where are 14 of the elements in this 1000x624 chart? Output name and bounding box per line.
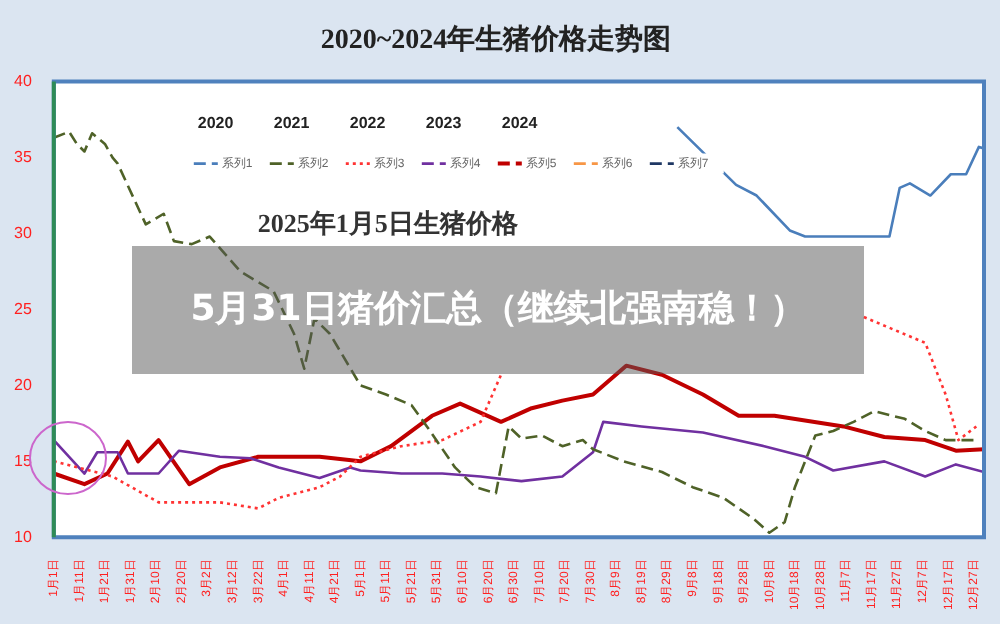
y-tick-label: 30	[13, 223, 33, 242]
y-tick-label: 20	[13, 375, 33, 394]
y-tick-label: 10	[13, 527, 33, 546]
y-tick-label: 40	[13, 72, 33, 91]
y-tick-label: 35	[13, 147, 33, 166]
annotation: 2020	[197, 114, 235, 133]
annotation: 2021	[273, 114, 311, 133]
annotation: 2024	[501, 114, 539, 133]
annotation: 2022	[349, 114, 387, 133]
annotation: 2023	[425, 114, 463, 133]
chart-title: 2020~2024年生猪价格走势图	[320, 24, 672, 57]
caption-banner: 5月31日猪价汇总（继续北强南稳！）	[132, 246, 864, 374]
y-tick-label: 25	[13, 299, 33, 318]
annotation: 2025年1月5日生猪价格	[257, 208, 520, 239]
